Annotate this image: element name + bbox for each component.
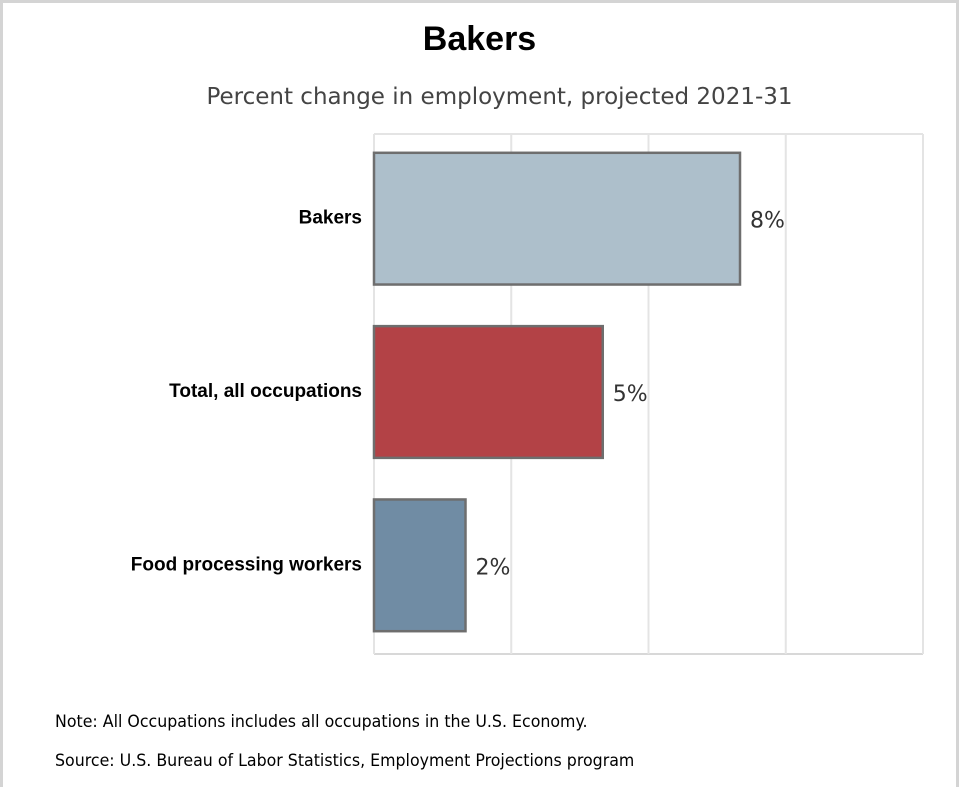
chart-subtitle: Percent change in employment, projected … bbox=[206, 84, 793, 110]
footnote-source: Source: U.S. Bureau of Labor Statistics,… bbox=[55, 751, 635, 771]
value-label: 8% bbox=[750, 209, 785, 234]
bars bbox=[372, 151, 742, 633]
labels: Bakers 8% Total, all occupations 5% Food pro… bbox=[131, 208, 785, 581]
bar bbox=[372, 151, 742, 286]
category-label: Bakers bbox=[299, 208, 362, 229]
value-label: 5% bbox=[613, 382, 648, 407]
bar-chart: Bakers 8% Total, all occupations 5% Food pro… bbox=[131, 133, 924, 655]
category-label: Food processing workers bbox=[131, 554, 362, 575]
value-label: 2% bbox=[476, 555, 511, 580]
bar bbox=[372, 498, 467, 633]
chart-title: Bakers bbox=[422, 20, 537, 58]
category-label: Total, all occupations bbox=[169, 381, 362, 402]
footnote-note: Note: All Occupations includes all occup… bbox=[55, 712, 588, 732]
bar bbox=[372, 324, 604, 460]
